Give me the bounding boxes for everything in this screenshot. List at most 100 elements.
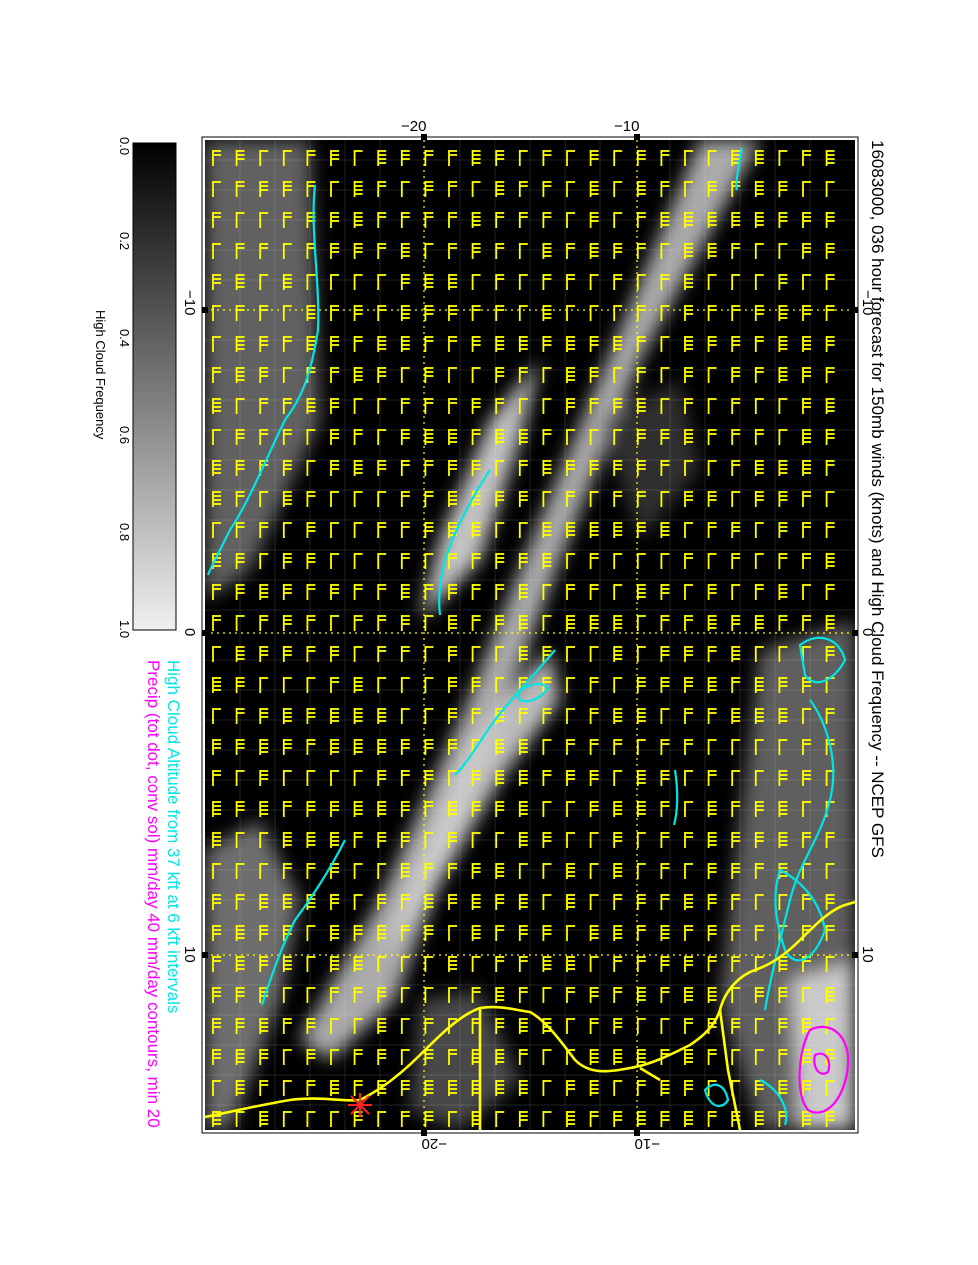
wind-barb: [330, 677, 339, 693]
wind-barb: [566, 305, 575, 321]
colorbar: [132, 142, 177, 631]
wind-barb: [684, 925, 693, 941]
wind-barb: [330, 1049, 339, 1065]
wind-barb: [282, 274, 292, 290]
bottom-axis-tick: −20: [421, 1135, 447, 1152]
wind-barb: [613, 615, 623, 631]
wind-barb: [259, 305, 269, 321]
wind-barb: [825, 894, 835, 910]
wind-barb: [754, 646, 764, 662]
wind-barb: [613, 739, 623, 755]
wind-barb: [589, 863, 599, 879]
wind-barb: [471, 677, 481, 693]
wind-barb: [448, 212, 457, 228]
wind-barb: [448, 491, 457, 507]
wind-barb: [212, 367, 221, 383]
wind-barb: [731, 243, 741, 259]
wind-barb: [754, 739, 764, 755]
wind-barb: [660, 646, 670, 662]
wind-barb: [448, 305, 457, 321]
wind-barb: [400, 1018, 410, 1034]
wind-barb: [306, 274, 316, 290]
wind-barb: [660, 925, 670, 941]
wind-barb: [235, 832, 245, 848]
wind-barb: [330, 739, 339, 755]
right-axis-tick: 0: [859, 628, 876, 637]
wind-barb: [660, 1018, 670, 1034]
wind-barb: [707, 336, 717, 352]
wind-barb: [212, 212, 221, 228]
wind-barb: [495, 305, 505, 321]
wind-barb: [707, 553, 717, 569]
wind-barb: [518, 770, 528, 786]
wind-barb: [778, 243, 788, 259]
wind-barb: [778, 367, 788, 383]
wind-barb: [613, 429, 623, 445]
wind-barb: [731, 1049, 741, 1065]
wind-barb: [613, 1080, 623, 1096]
wind-barb: [282, 770, 292, 786]
wind-barb: [353, 336, 363, 352]
wind-barb: [636, 677, 646, 693]
wind-barb: [518, 739, 528, 755]
wind-barb: [282, 150, 292, 166]
wind-barb: [471, 367, 481, 383]
wind-barb: [495, 770, 505, 786]
wind-barb: [235, 1080, 245, 1096]
wind-barb: [377, 646, 387, 662]
wind-barb: [212, 863, 221, 879]
wind-barb: [825, 553, 835, 569]
wind-barb: [825, 1111, 835, 1127]
wind-barb: [235, 615, 245, 631]
wind-barb: [518, 274, 528, 290]
wind-barb: [802, 274, 811, 290]
wind-barb: [235, 243, 245, 259]
wind-barb: [518, 646, 528, 662]
wind-barb: [471, 646, 481, 662]
wind-barb: [542, 584, 552, 600]
wind-barb: [212, 615, 221, 631]
wind-barb: [424, 677, 434, 693]
wind-barb: [566, 863, 575, 879]
wind-barb: [471, 522, 481, 538]
wind-barb: [495, 522, 505, 538]
wind-barb: [754, 491, 764, 507]
wind-barb: [660, 305, 670, 321]
wind-barb: [660, 708, 670, 724]
wind-barb: [330, 429, 339, 445]
wind-barb: [448, 770, 457, 786]
grid-fine: [205, 140, 855, 1130]
wind-barb: [424, 150, 434, 166]
wind-barb: [353, 677, 363, 693]
wind-barb: [235, 150, 245, 166]
wind-barb: [424, 1111, 434, 1127]
wind-barb: [589, 584, 599, 600]
wind-barb: [330, 553, 339, 569]
wind-barb: [778, 150, 788, 166]
wind-barb: [731, 677, 741, 693]
wind-barb: [542, 956, 552, 972]
wind-barb: [542, 739, 552, 755]
wind-barb: [495, 274, 505, 290]
wind-barb: [660, 801, 670, 817]
wind-barb: [495, 584, 505, 600]
wind-barb: [235, 181, 245, 197]
wind-barb: [542, 243, 552, 259]
wind-barb: [589, 615, 599, 631]
wind-barb: [636, 336, 646, 352]
wind-barb: [778, 770, 788, 786]
wind-barb: [754, 243, 764, 259]
wind-barb: [754, 367, 764, 383]
wind-barb: [613, 553, 623, 569]
wind-barb: [707, 615, 717, 631]
wind-barb: [424, 832, 434, 848]
wind-barb: [377, 615, 387, 631]
wind-barb: [802, 150, 811, 166]
caption-precip: Precip (tot dot, conv sol) mm/day 40 mm/…: [144, 660, 163, 1128]
wind-barb: [330, 987, 339, 1003]
wind-barb: [353, 1049, 363, 1065]
wind-barb: [589, 429, 599, 445]
wind-barb: [707, 243, 717, 259]
wind-barb: [424, 274, 434, 290]
wind-barb: [684, 801, 693, 817]
